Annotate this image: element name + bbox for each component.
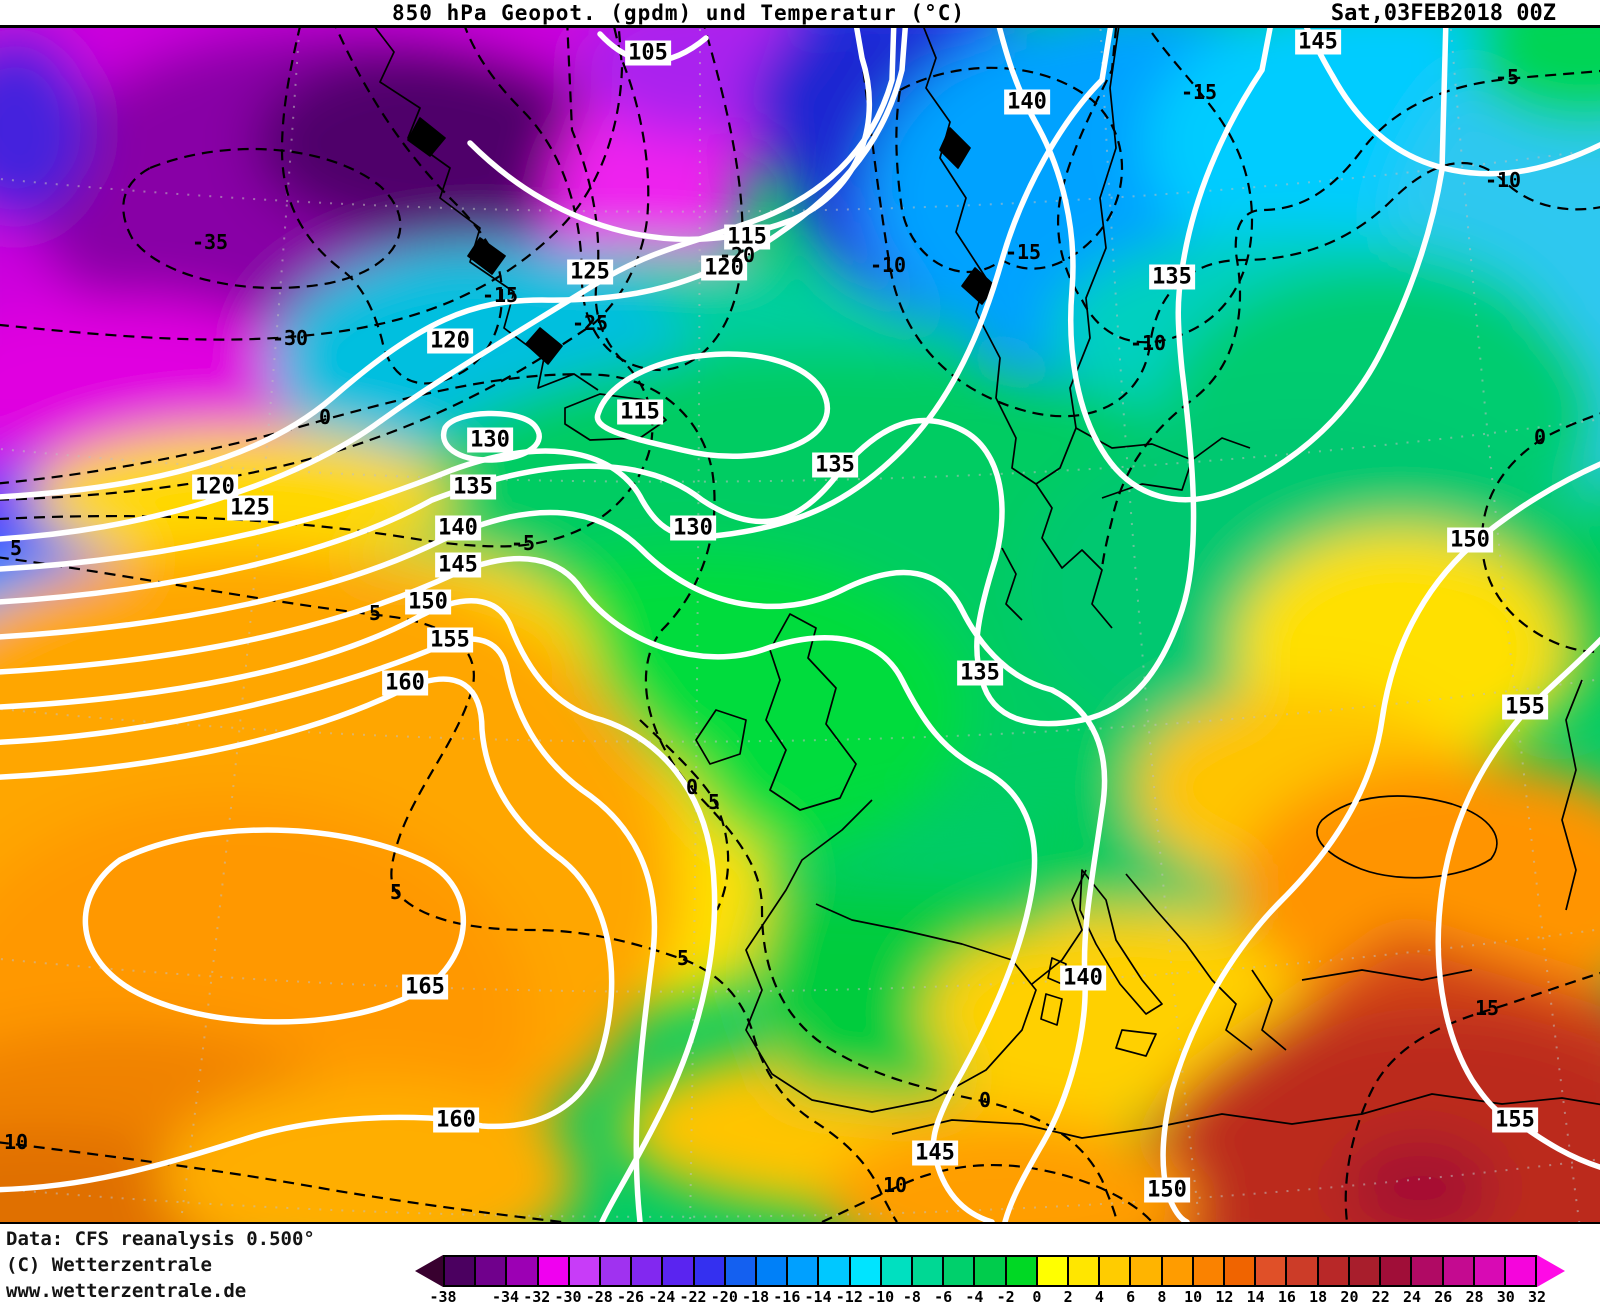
colorbar-segment	[1381, 1257, 1413, 1285]
colorbar-tick-label: -32	[523, 1288, 551, 1305]
colorbar-tick-label: 32	[1527, 1288, 1547, 1305]
colorbar-tick-label: -6	[934, 1288, 953, 1305]
colorbar-left-arrow	[415, 1255, 443, 1287]
colorbar-segment	[1162, 1257, 1194, 1285]
credits: Data: CFS reanalysis 0.500° (C) Wetterze…	[6, 1226, 315, 1304]
colorbar-segment	[1287, 1257, 1319, 1285]
colorbar-tick-label: 10	[1184, 1288, 1203, 1305]
colorbar-tick-label: -24	[648, 1288, 676, 1305]
colorbar-segments	[443, 1255, 1537, 1287]
colorbar-segment	[944, 1257, 976, 1285]
colorbar-tick-label: 28	[1465, 1288, 1484, 1305]
colorbar-segment	[601, 1257, 633, 1285]
colorbar-segment	[913, 1257, 945, 1285]
colorbar-segment	[788, 1257, 820, 1285]
colorbar-segment	[725, 1257, 758, 1285]
colorbar-segment	[975, 1257, 1007, 1285]
colorbar-segment	[1193, 1257, 1226, 1285]
colorbar-tick-label: 0	[1032, 1288, 1042, 1305]
colorbar-tick-label: 14	[1246, 1288, 1265, 1305]
colorbar-segment	[663, 1257, 695, 1285]
colorbar-segment	[1100, 1257, 1132, 1285]
coastlines	[374, 28, 1600, 1139]
colorbar-tick-label: 26	[1434, 1288, 1453, 1305]
colorbar-segment	[694, 1257, 726, 1285]
colorbar-tick-label: -26	[616, 1288, 645, 1305]
colorbar-tick-label: 18	[1309, 1288, 1328, 1305]
colorbar-tick-label: -10	[867, 1288, 895, 1305]
colorbar-segment	[819, 1257, 851, 1285]
page-title: 850 hPa Geopot. (gpdm) und Temperatur (°…	[392, 1, 966, 25]
colorbar-segment	[569, 1257, 602, 1285]
colorbar-tick-label: -4	[965, 1288, 984, 1305]
colorbar-tick-label: -22	[679, 1288, 707, 1305]
colorbar-tick-label: -2	[996, 1288, 1015, 1305]
colorbar-segment	[881, 1257, 914, 1285]
colorbar-tick-label: 2	[1063, 1288, 1073, 1305]
colorbar-tick-label: -20	[710, 1288, 738, 1305]
copyright-line: (C) Wetterzentrale	[6, 1254, 212, 1276]
colorbar-segment	[1225, 1257, 1257, 1285]
colorbar-tick-label: -38	[429, 1288, 457, 1305]
colorbar-tick-label: -14	[804, 1288, 832, 1305]
colorbar-ticklabels: -38 -34 -32 -30 -28 -26 -24 -22 -20 -18 -16 -14 -12-…	[429, 1288, 1546, 1305]
colorbar-tick-label: -30	[554, 1288, 582, 1305]
colorbar-tick-label: -28	[585, 1288, 613, 1305]
colorbar-tick-label: 4	[1094, 1288, 1104, 1305]
colorbar-segment	[507, 1257, 539, 1285]
graticule	[0, 28, 1600, 1222]
colorbar-segment	[1505, 1257, 1536, 1285]
colorbar-segment	[757, 1257, 789, 1285]
colorbar-segment	[1318, 1257, 1350, 1285]
colorbar-tick-label: -34	[491, 1288, 520, 1305]
colorbar-segment	[476, 1257, 508, 1285]
colorbar-tick-label: -16	[773, 1288, 801, 1305]
colorbar-segment	[1069, 1257, 1101, 1285]
colorbar-segment	[632, 1257, 664, 1285]
colorbar-right-arrow	[1537, 1255, 1565, 1287]
colorbar-tick-label: -18	[742, 1288, 770, 1305]
colorbar-tick-label: 30	[1496, 1288, 1515, 1305]
colorbar-tick-label: -8	[902, 1288, 921, 1305]
colorbar-tick-label: -12	[835, 1288, 863, 1305]
valid-datetime: Sat,03FEB2018 00Z	[1330, 1, 1556, 26]
map-canvas	[0, 28, 1600, 1222]
colorbar-tick-label: 8	[1157, 1288, 1167, 1305]
colorbar-segment	[1256, 1257, 1288, 1285]
website-link[interactable]: www.wetterzentrale.de	[6, 1280, 247, 1302]
temperature-field	[0, 28, 1600, 1222]
colorbar-segment	[1037, 1257, 1070, 1285]
colorbar-segment	[1412, 1257, 1444, 1285]
colorbar-tick-label: 12	[1215, 1288, 1234, 1305]
colorbar-tick-label: 24	[1402, 1288, 1421, 1305]
colorbar-segment	[1006, 1257, 1038, 1285]
colorbar-tick-label: 22	[1371, 1288, 1390, 1305]
colorbar-tick-label: 16	[1277, 1288, 1296, 1305]
colorbar-tick-label: 6	[1126, 1288, 1136, 1305]
header: 850 hPa Geopot. (gpdm) und Temperatur (°…	[0, 0, 1600, 28]
colorbar-segment	[445, 1257, 477, 1285]
colorbar-segment	[1443, 1257, 1475, 1285]
colorbar-segment	[1131, 1257, 1163, 1285]
colorbar-segment	[1474, 1257, 1506, 1285]
colorbar-segment	[850, 1257, 882, 1285]
data-source-line: Data: CFS reanalysis 0.500°	[6, 1228, 315, 1250]
colorbar-segment	[538, 1257, 570, 1285]
colorbar-segment	[1349, 1257, 1382, 1285]
colorbar-tick-label: 20	[1340, 1288, 1359, 1305]
weather-map	[0, 28, 1600, 1224]
